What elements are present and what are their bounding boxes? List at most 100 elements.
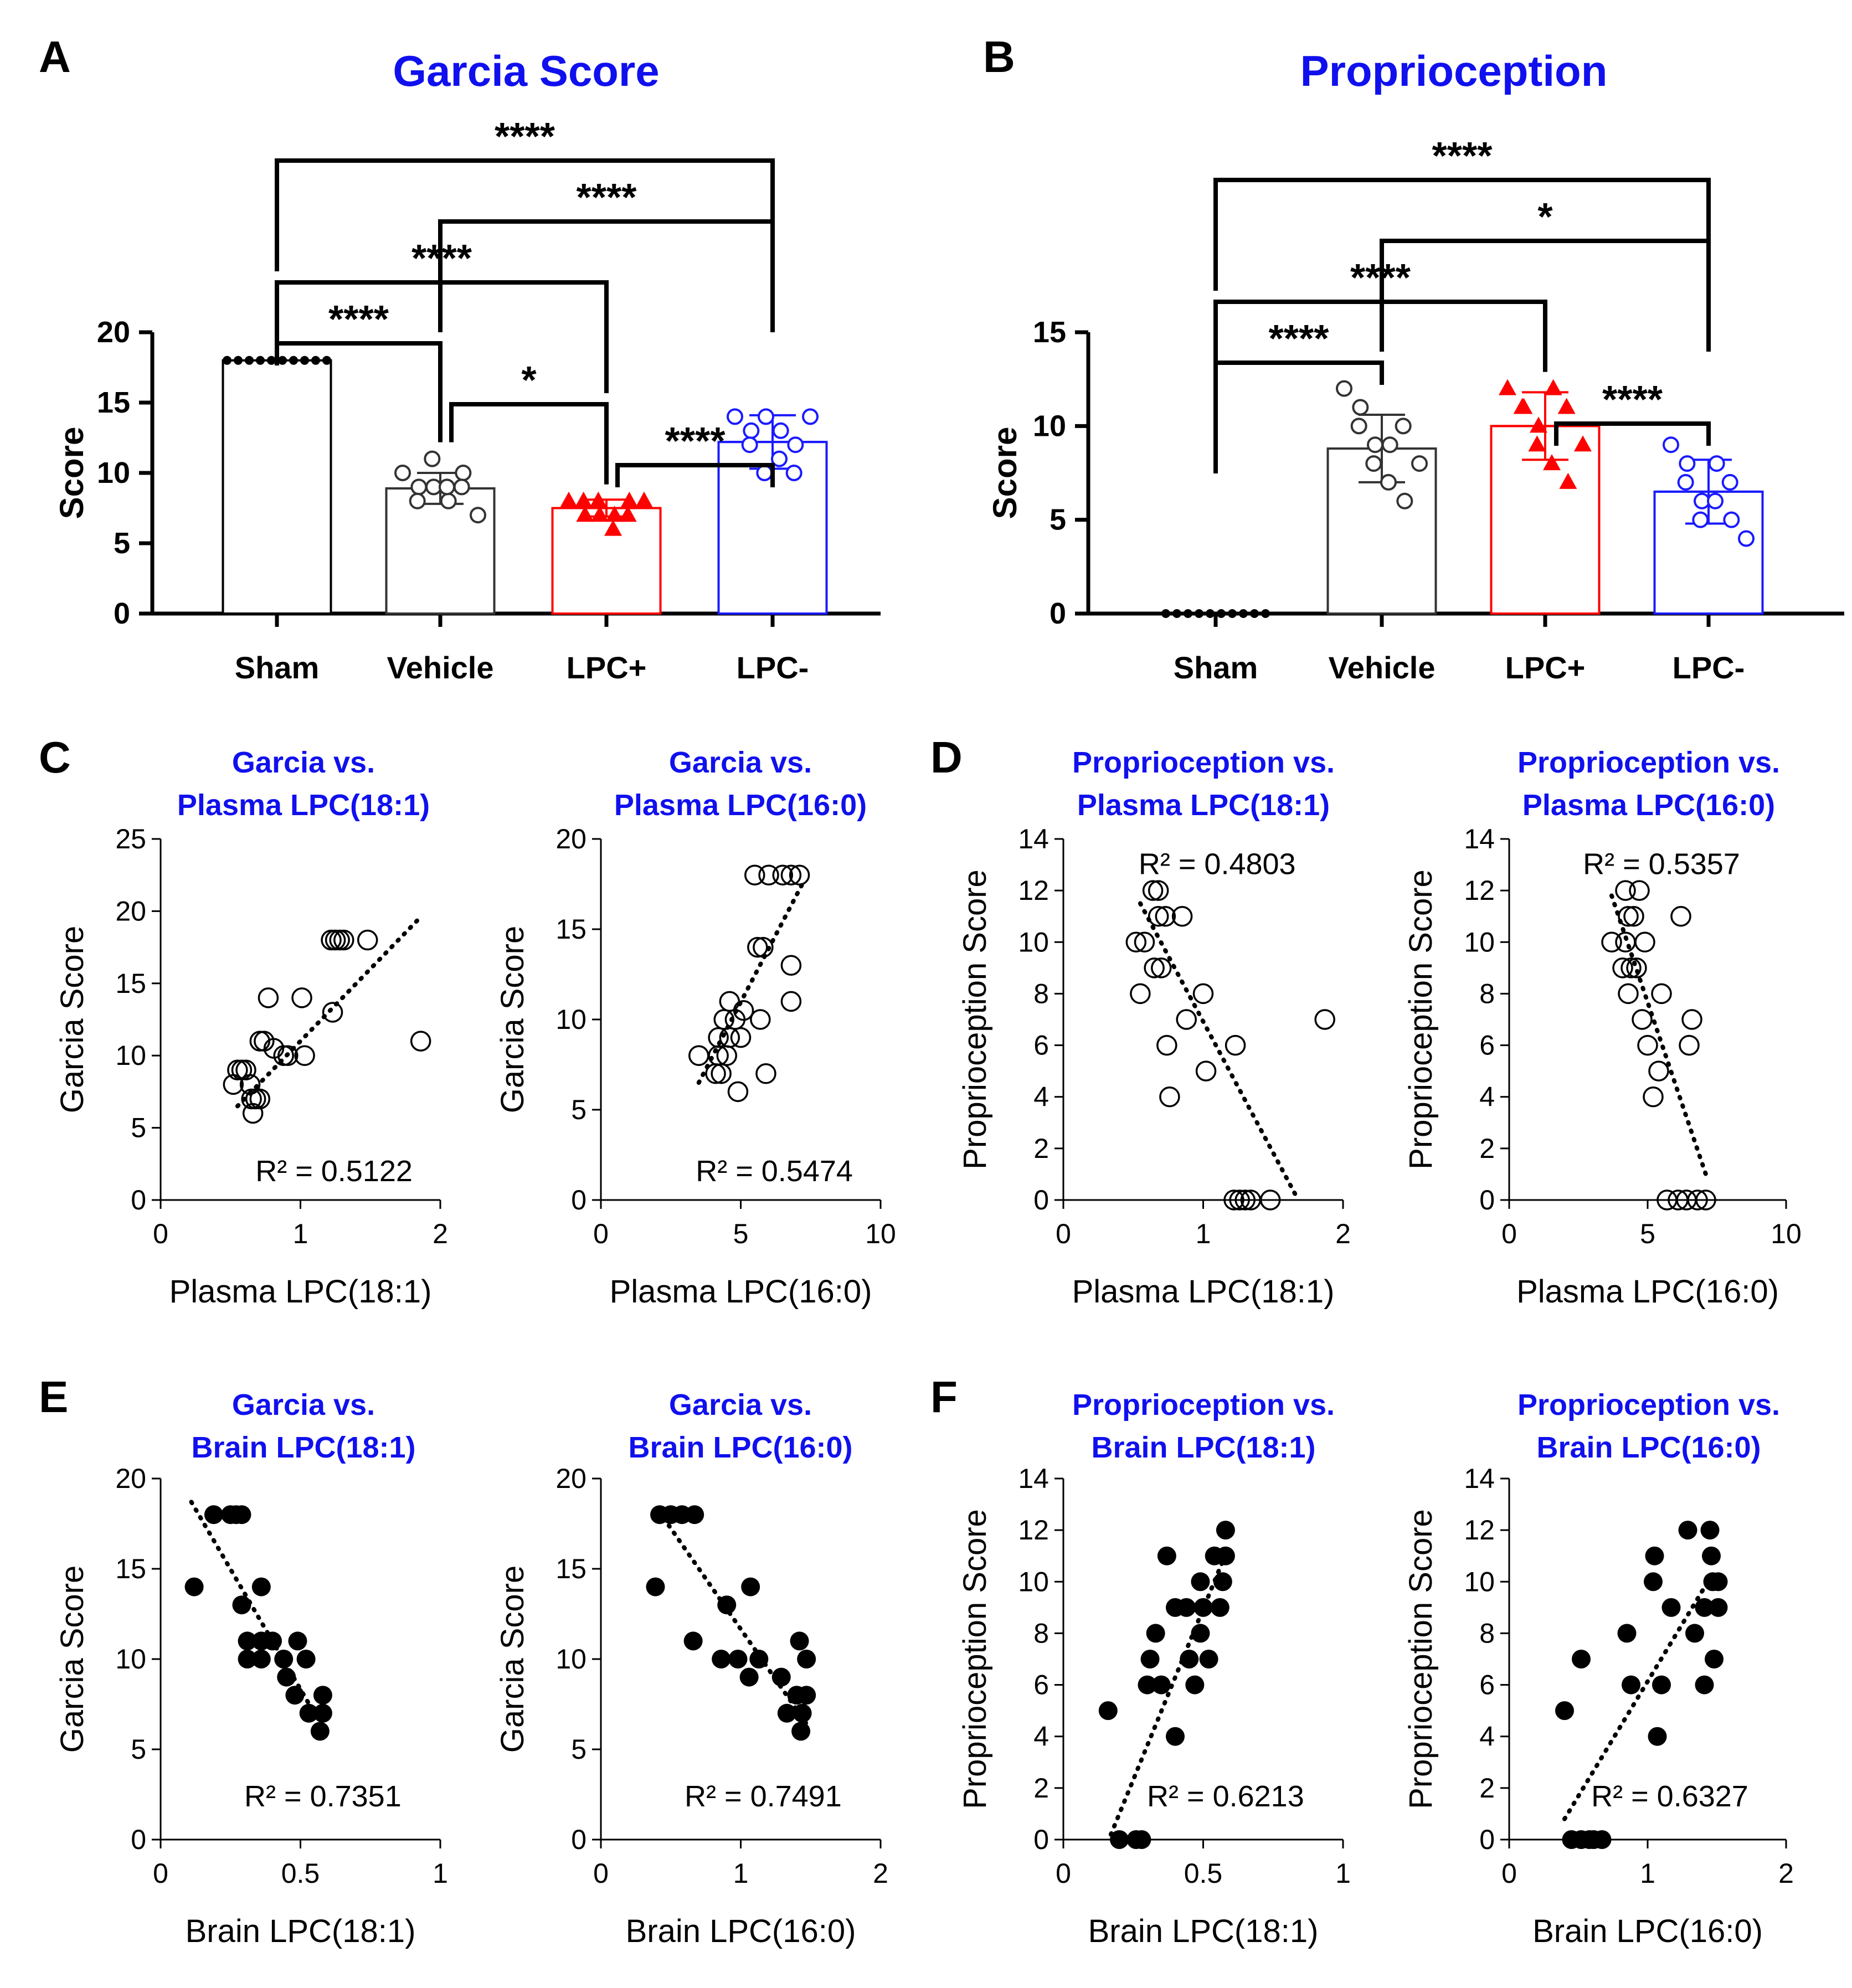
data-point [1161, 609, 1170, 618]
data-point [1229, 1189, 1250, 1211]
data-point [744, 864, 765, 885]
data-point [1702, 1546, 1721, 1565]
x-tick-label: 10 [1771, 1218, 1802, 1249]
data-point [1678, 1521, 1697, 1540]
trend-line [1609, 893, 1708, 1177]
y-tick-label: 10 [555, 1644, 587, 1675]
x-tick-label: 2 [873, 1858, 888, 1889]
y-tick-label: 5 [1050, 503, 1066, 537]
data-point [1206, 609, 1215, 618]
data-point [785, 465, 802, 481]
data-point [1626, 957, 1647, 978]
y-tick-label: 12 [1464, 1515, 1495, 1546]
data-point [329, 929, 350, 951]
data-point [223, 356, 232, 365]
data-point [294, 1045, 315, 1066]
data-point [728, 1650, 748, 1668]
x-tick-label: 0 [1056, 1858, 1071, 1889]
data-point [325, 929, 346, 951]
chart-title-line: Garcia vs. [669, 1388, 812, 1422]
data-point [1098, 1701, 1118, 1721]
data-point [1138, 1675, 1157, 1695]
y-tick-label: 12 [1464, 875, 1495, 906]
y-axis-label: Garcia Score [495, 926, 531, 1113]
data-point [291, 987, 312, 1008]
data-point [1216, 1546, 1235, 1565]
data-point [741, 436, 758, 454]
y-tick-label: 0 [1479, 1824, 1495, 1855]
data-point [455, 465, 472, 481]
data-point [1695, 1675, 1714, 1695]
chart-F2: Proprioception vs.Brain LPC(16:0)0246810… [1403, 1388, 1794, 1949]
significance-bracket [275, 158, 775, 271]
data-point [739, 1667, 759, 1687]
category-label: LPC- [1673, 650, 1745, 685]
y-axis-label: Garcia Score [495, 1565, 531, 1753]
data-point [719, 991, 740, 1012]
data-point [1199, 1650, 1218, 1668]
significance-label: **** [1432, 134, 1493, 177]
data-point [1134, 931, 1155, 953]
data-point [705, 1063, 726, 1084]
y-axis-label: Proprioception Score [957, 1509, 993, 1809]
data-point [1192, 983, 1214, 1005]
data-point [1700, 1521, 1720, 1540]
y-tick-label: 0 [114, 597, 130, 630]
data-point [1679, 1034, 1700, 1056]
data-point [688, 1045, 709, 1066]
data-point [1110, 1830, 1129, 1849]
chart-title-line: Brain LPC(18:1) [1091, 1431, 1315, 1464]
data-point [733, 1000, 754, 1021]
chart-D2: Proprioception vs. Plasma LPC(16:0) 0 2 4 6 8 1… [1403, 746, 1802, 1310]
data-point [789, 864, 810, 885]
data-point [771, 450, 788, 467]
data-point [1180, 1650, 1199, 1668]
category-label: Vehicle [1328, 650, 1435, 685]
data-point [780, 991, 802, 1012]
data-point [1156, 1034, 1177, 1056]
r-squared-label: R² = 0.7351 [244, 1780, 402, 1813]
y-tick-label: 0 [1050, 597, 1066, 630]
data-point [560, 491, 578, 508]
x-tick-label: 5 [733, 1218, 749, 1249]
trend-line [1562, 1569, 1716, 1821]
data-point [1166, 1598, 1185, 1617]
y-tick-label: 15 [97, 386, 130, 419]
data-point [635, 491, 653, 508]
y-tick-label: 4 [1033, 1721, 1049, 1752]
y-tick-label: 5 [571, 1734, 587, 1765]
data-point [1620, 957, 1642, 978]
chart-A: A Garcia Score 0 5 10 15 20 Score Sham Vehicle LPC… [39, 32, 881, 685]
data-point [299, 1703, 318, 1723]
data-point [1615, 880, 1636, 901]
x-axis-label: Plasma LPC(18:1) [169, 1274, 432, 1310]
x-tick-label: 2 [1335, 1218, 1351, 1249]
y-tick-label: 0 [1033, 1824, 1049, 1855]
y-tick-label: 5 [114, 527, 130, 560]
y-tick-label: 10 [97, 456, 130, 490]
data-point [1634, 931, 1655, 953]
data-point [1250, 609, 1259, 618]
data-point [1648, 1727, 1667, 1746]
data-point [1225, 1034, 1246, 1056]
data-point [278, 356, 287, 365]
y-tick-label: 25 [115, 823, 146, 854]
x-tick-label: 0.5 [281, 1858, 320, 1889]
trend-line [235, 916, 422, 1109]
significance-label: **** [411, 236, 472, 280]
bar-sham-rect [222, 359, 332, 615]
data-point [313, 1703, 332, 1723]
data-point [716, 1045, 737, 1066]
y-tick-label: 20 [115, 895, 146, 926]
r-squared-label: R² = 0.6213 [1147, 1780, 1304, 1813]
panel-letter: C [39, 733, 71, 782]
x-axis-label: Plasma LPC(18:1) [1072, 1274, 1335, 1310]
y-tick-label: 4 [1479, 1721, 1495, 1752]
y-tick-label: 5 [131, 1734, 146, 1765]
data-point [204, 1505, 223, 1525]
data-point [1544, 379, 1562, 395]
data-point [234, 356, 243, 365]
x-tick-label: 1 [1640, 1858, 1655, 1889]
data-point [245, 356, 254, 365]
x-tick-label: 0 [1056, 1218, 1071, 1249]
